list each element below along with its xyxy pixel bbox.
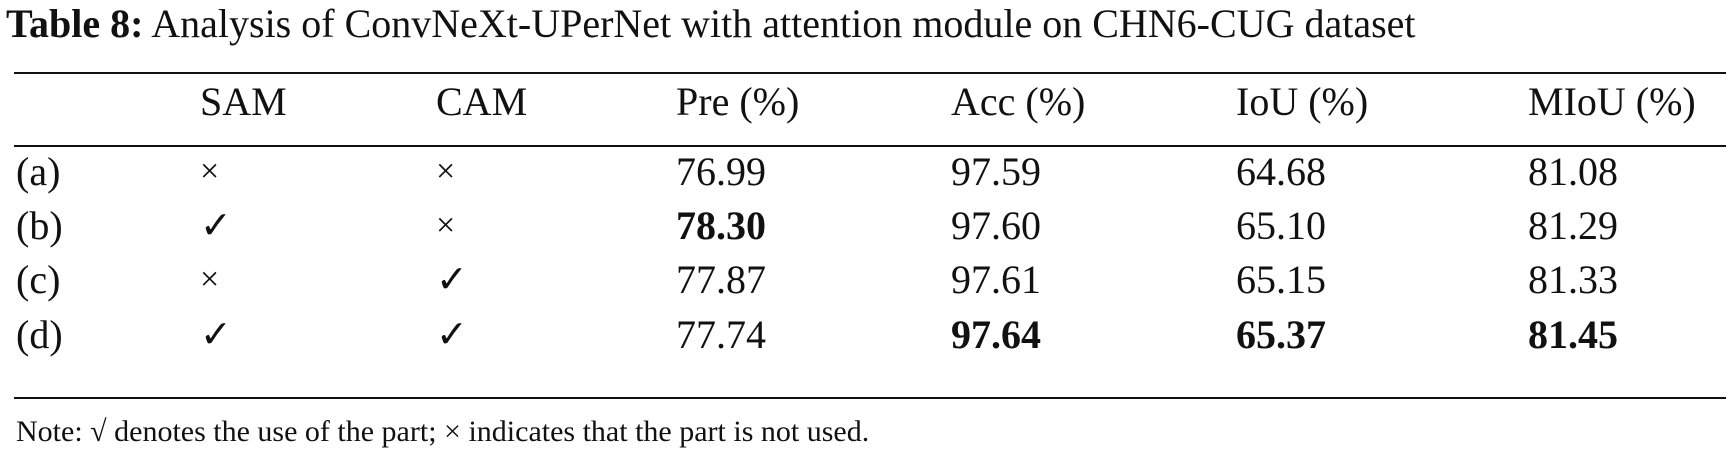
table-number: Table 8: (6, 1, 144, 46)
pre-value: 77.74 (676, 312, 766, 357)
pre-value: 77.87 (676, 257, 766, 302)
acc-value: 97.60 (951, 203, 1041, 248)
acc-value-best: 97.64 (951, 312, 1041, 357)
header-row: SAM CAM Pre (%) Acc (%) IoU (%) MIoU (%) (0, 73, 1733, 131)
iou-value: 65.10 (1236, 203, 1326, 248)
miou-value: 81.29 (1528, 203, 1618, 248)
acc-value: 97.59 (951, 149, 1041, 194)
pre-value: 76.99 (676, 149, 766, 194)
note-prefix: Note: (16, 415, 83, 448)
table-caption: Table 8: Analysis of ConvNeXt-UPerNet wi… (6, 0, 1416, 48)
row-id: (d) (16, 312, 63, 357)
row-id: (a) (16, 149, 61, 194)
header-miou: MIoU (%) (1528, 79, 1696, 124)
miou-value: 81.33 (1528, 257, 1618, 302)
table-row: (d) ✓ ✓ 77.74 97.64 65.37 81.45 (0, 306, 1733, 364)
miou-value-best: 81.45 (1528, 312, 1618, 357)
header-pre: Pre (%) (676, 79, 800, 124)
row-id: (b) (16, 203, 63, 248)
header-cam: CAM (436, 79, 528, 124)
table-title: Analysis of ConvNeXt-UPerNet with attent… (151, 1, 1416, 46)
table-row: (a) × × 76.99 97.59 64.68 81.08 (0, 143, 1733, 201)
iou-value: 64.68 (1236, 149, 1326, 194)
bottom-rule (14, 397, 1726, 399)
table-row: (b) ✓ × 78.30 97.60 65.10 81.29 (0, 197, 1733, 255)
table-note: Note: √ denotes the use of the part; × i… (16, 412, 869, 452)
header-iou: IoU (%) (1236, 79, 1369, 124)
acc-value: 97.61 (951, 257, 1041, 302)
cross-mark: × (436, 207, 456, 244)
header-rule (14, 145, 1726, 147)
cross-mark: × (436, 153, 456, 190)
cross-mark: × (200, 153, 220, 190)
check-mark: ✓ (436, 259, 468, 301)
row-id: (c) (16, 257, 61, 302)
pre-value-best: 78.30 (676, 203, 766, 248)
cross-symbol: × (444, 415, 461, 448)
iou-value: 65.15 (1236, 257, 1326, 302)
table-row: (c) × ✓ 77.87 97.61 65.15 81.33 (0, 251, 1733, 309)
top-rule (14, 72, 1726, 74)
check-mark: ✓ (436, 314, 468, 356)
check-mark: ✓ (200, 205, 232, 247)
cross-mark: × (200, 261, 220, 298)
header-acc: Acc (%) (951, 79, 1086, 124)
note-cross-text: indicates that the part is not used. (468, 415, 870, 448)
iou-value-best: 65.37 (1236, 312, 1326, 357)
check-symbol: √ (90, 415, 107, 448)
miou-value: 81.08 (1528, 149, 1618, 194)
header-sam: SAM (200, 79, 287, 124)
note-check-text: denotes the use of the part; (114, 415, 437, 448)
check-mark: ✓ (200, 314, 232, 356)
